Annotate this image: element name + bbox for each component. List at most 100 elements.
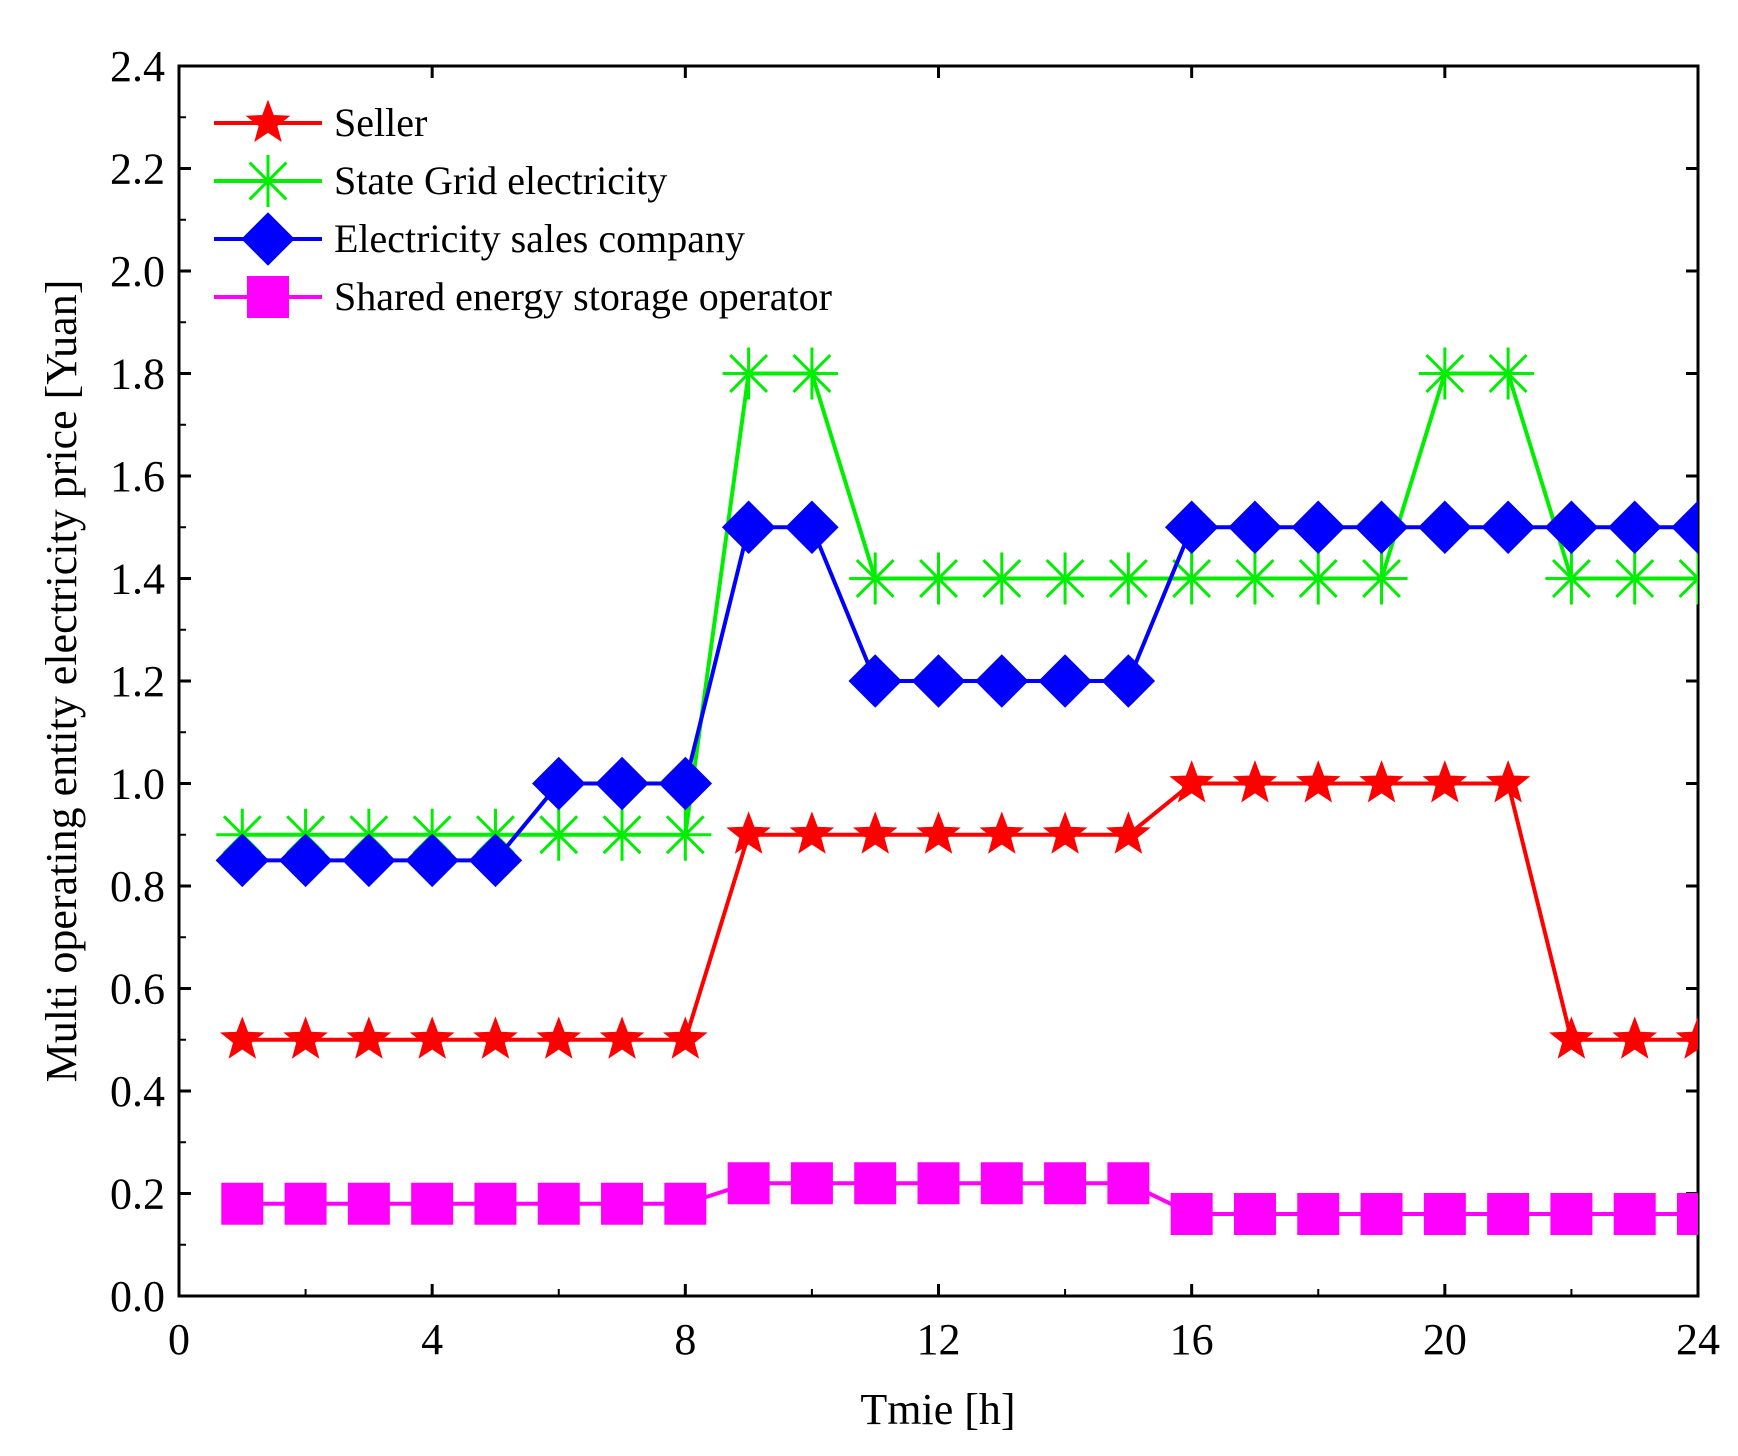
legend-label: Electricity sales company xyxy=(334,216,745,261)
data-point xyxy=(912,552,965,605)
y-tick-label: 0.6 xyxy=(110,965,165,1014)
data-point xyxy=(1228,552,1281,605)
data-point xyxy=(785,500,839,554)
data-point xyxy=(536,1016,582,1059)
data-point xyxy=(283,1016,328,1059)
data-point xyxy=(221,1182,264,1225)
y-tick-label: 0.0 xyxy=(110,1272,165,1321)
data-point xyxy=(1608,500,1662,554)
data-point xyxy=(1354,500,1409,554)
data-point xyxy=(1612,1016,1657,1059)
data-point xyxy=(1418,347,1471,400)
data-point xyxy=(1291,500,1345,554)
data-point xyxy=(537,1182,580,1225)
data-point xyxy=(1544,500,1599,554)
data-point xyxy=(854,1162,897,1205)
data-point xyxy=(849,552,902,605)
data-point xyxy=(790,1162,833,1205)
data-point xyxy=(595,756,649,811)
data-point xyxy=(975,654,1029,708)
data-point xyxy=(284,1182,327,1225)
series-line xyxy=(242,1181,1698,1216)
data-point xyxy=(220,1016,265,1059)
data-point xyxy=(1481,500,1535,554)
legend-item: State Grid electricity xyxy=(214,155,667,207)
data-point xyxy=(916,811,961,854)
x-tick-label: 20 xyxy=(1423,1315,1467,1364)
data-point xyxy=(1106,811,1151,854)
x-tick-label: 12 xyxy=(917,1315,961,1364)
data-point xyxy=(409,1016,455,1059)
legend-marker xyxy=(247,276,289,318)
data-point xyxy=(727,1162,770,1205)
data-point xyxy=(1038,654,1092,708)
series-electricity-sales-company xyxy=(215,500,1698,888)
data-point xyxy=(1482,347,1535,400)
data-point xyxy=(1044,1162,1087,1205)
y-tick-label: 0.2 xyxy=(110,1170,165,1219)
data-point xyxy=(721,500,776,554)
x-tick-label: 4 xyxy=(421,1315,443,1364)
data-point xyxy=(1485,760,1531,803)
data-point xyxy=(1039,552,1092,605)
legend-item: Shared energy storage operator xyxy=(214,274,832,319)
data-point xyxy=(975,552,1028,605)
data-point xyxy=(1295,760,1341,803)
data-point xyxy=(1102,552,1155,605)
y-tick-label: 0.8 xyxy=(110,862,165,911)
data-point xyxy=(917,1162,960,1205)
data-point xyxy=(473,1016,518,1059)
y-tick-label: 2.2 xyxy=(110,145,165,194)
data-point xyxy=(1042,811,1088,854)
data-point xyxy=(1422,760,1468,803)
data-point xyxy=(1545,552,1598,605)
data-point xyxy=(1613,1193,1656,1235)
legend-label: State Grid electricity xyxy=(334,158,667,203)
data-point xyxy=(1671,500,1698,554)
data-point xyxy=(599,1016,645,1059)
data-point xyxy=(1550,1193,1593,1235)
data-point xyxy=(411,1182,454,1225)
data-point xyxy=(532,756,586,811)
data-point xyxy=(596,808,649,861)
data-point xyxy=(405,833,459,888)
y-tick-label: 1.2 xyxy=(110,657,165,706)
data-point xyxy=(474,1182,517,1225)
data-point xyxy=(1101,654,1156,708)
data-point xyxy=(726,811,771,854)
data-point xyxy=(1228,500,1282,554)
data-point xyxy=(1297,1193,1340,1235)
data-point xyxy=(1672,552,1698,605)
series-line xyxy=(242,781,1698,1042)
y-tick-label: 2.0 xyxy=(110,247,165,296)
series-line xyxy=(242,371,1698,837)
data-point xyxy=(1232,760,1278,803)
data-point xyxy=(789,811,835,854)
data-point xyxy=(911,654,966,708)
data-point xyxy=(347,1182,390,1225)
data-point xyxy=(1487,1193,1530,1235)
data-point xyxy=(1170,1193,1213,1235)
x-tick-label: 0 xyxy=(168,1315,190,1364)
data-point xyxy=(848,654,902,708)
data-point xyxy=(980,1162,1023,1205)
data-point xyxy=(1423,1193,1466,1235)
data-point xyxy=(979,811,1025,854)
y-tick-label: 1.4 xyxy=(110,555,165,604)
y-tick-label: 1.0 xyxy=(110,760,165,809)
legend-item: Electricity sales company xyxy=(214,212,745,266)
x-tick-label: 8 xyxy=(674,1315,696,1364)
data-point xyxy=(1107,1162,1150,1205)
data-point xyxy=(1169,760,1214,803)
legend-item: Seller xyxy=(214,99,427,145)
data-point xyxy=(1355,552,1408,605)
y-axis-title: Multi operating entity electricity price… xyxy=(37,280,86,1083)
legend: Seller State Grid electricity Electricity … xyxy=(214,99,832,319)
legend-marker xyxy=(245,99,291,142)
data-point xyxy=(1675,1016,1698,1059)
data-point xyxy=(722,347,775,400)
data-point xyxy=(1608,552,1661,605)
data-point xyxy=(659,808,712,861)
data-point xyxy=(1677,1193,1698,1235)
